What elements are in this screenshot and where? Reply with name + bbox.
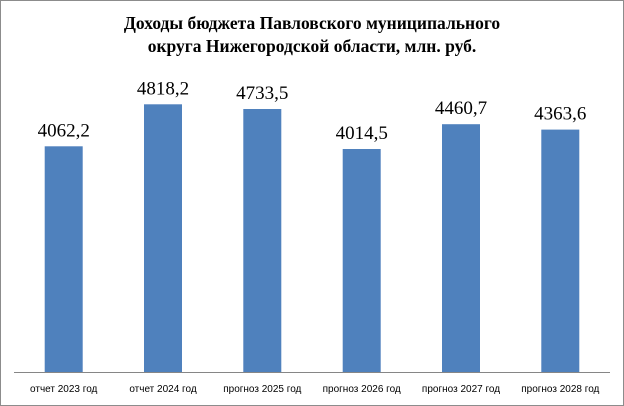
value-label-4: 4014,5 — [336, 123, 388, 144]
bar-6 — [541, 129, 580, 372]
bar-4 — [342, 149, 381, 372]
category-label-2: отчет 2024 год — [129, 384, 197, 395]
value-label-3: 4733,5 — [236, 83, 288, 104]
value-label-1: 4062,2 — [38, 120, 90, 141]
category-label-6: прогноз 2028 год — [521, 384, 599, 395]
bar-5 — [442, 124, 480, 372]
category-label-1: отчет 2023 год — [30, 384, 98, 395]
chart-title-line-1: Доходы бюджета Павловского муниципальног… — [123, 13, 501, 33]
value-label-6: 4363,6 — [534, 104, 586, 125]
category-label-4: прогноз 2026 год — [323, 384, 401, 395]
chart-title: Доходы бюджета Павловского муниципальног… — [0, 12, 624, 58]
bar-2 — [144, 104, 182, 373]
category-label-3: прогноз 2025 год — [223, 384, 301, 395]
bar-1 — [44, 146, 83, 372]
category-label-5: прогноз 2027 год — [422, 384, 500, 395]
chart-title-line-2: округа Нижегородской области, млн. руб. — [147, 36, 477, 56]
value-label-5: 4460,7 — [435, 98, 487, 119]
value-label-2: 4818,2 — [137, 78, 189, 99]
bar-3 — [243, 109, 282, 372]
